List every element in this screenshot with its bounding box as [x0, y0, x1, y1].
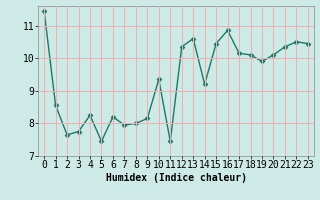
X-axis label: Humidex (Indice chaleur): Humidex (Indice chaleur): [106, 173, 246, 183]
